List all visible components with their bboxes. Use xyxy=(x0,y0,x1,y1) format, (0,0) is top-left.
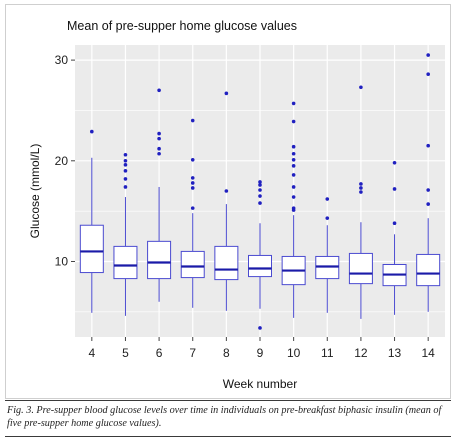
outlier-point xyxy=(123,185,128,189)
outlier-point xyxy=(426,72,430,76)
box-week-12 xyxy=(348,85,373,319)
outlier-point xyxy=(157,131,161,136)
outlier-point xyxy=(123,177,128,181)
outlier-point xyxy=(190,181,195,185)
outlier-point xyxy=(190,157,195,162)
outlier-point xyxy=(291,185,296,189)
box-week-11 xyxy=(315,197,340,313)
outlier-point xyxy=(291,119,296,124)
outlier-point xyxy=(359,190,363,194)
outlier-point xyxy=(426,188,430,192)
x-tick-label: 8 xyxy=(223,346,230,360)
outlier-point xyxy=(291,173,296,177)
outlier-point xyxy=(291,151,296,156)
y-tick-label: 10 xyxy=(55,254,69,268)
outlier-point xyxy=(392,161,397,165)
x-tick-label: 4 xyxy=(88,346,95,360)
interquartile-box xyxy=(214,245,239,281)
outlier-point xyxy=(190,186,195,190)
outlier-point xyxy=(224,91,229,96)
x-tick-label: 5 xyxy=(122,346,129,360)
y-tick-label: 20 xyxy=(55,154,69,168)
box-week-14 xyxy=(416,53,441,312)
x-tick-label: 10 xyxy=(287,346,301,360)
interquartile-box xyxy=(348,252,373,285)
outlier-point xyxy=(190,118,195,123)
box-week-7 xyxy=(180,118,205,308)
outlier-point xyxy=(258,326,262,330)
axes: 10 20 30 4 5 6 7 8 9 10 11 12 13 14 xyxy=(55,53,436,360)
box-week-10 xyxy=(281,101,306,318)
outlier-point xyxy=(90,129,94,134)
x-axis-label: Week number xyxy=(223,377,297,391)
box-week-13 xyxy=(382,161,407,315)
outlier-point xyxy=(325,216,330,220)
caption-rule-top xyxy=(5,400,451,401)
x-tick-label: 14 xyxy=(422,346,436,360)
outlier-point xyxy=(258,194,262,198)
figure-frame: Mean of pre-supper home glucose values 1… xyxy=(5,4,451,399)
y-axis-label: Glucose (mmol/L) xyxy=(28,144,42,239)
interquartile-box xyxy=(248,254,272,278)
x-tick-label: 7 xyxy=(189,346,196,360)
outlier-point xyxy=(392,187,397,191)
x-tick-label: 9 xyxy=(257,346,264,360)
interquartile-box xyxy=(79,224,104,274)
figure-caption: Fig. 3. Pre-supper blood glucose levels … xyxy=(7,405,442,429)
outlier-point xyxy=(258,183,262,187)
outlier-point xyxy=(258,180,262,184)
outlier-point xyxy=(157,136,161,141)
outlier-point xyxy=(157,151,161,156)
outlier-point xyxy=(426,53,430,57)
outlier-point xyxy=(426,143,430,148)
boxes xyxy=(79,53,441,330)
box-week-6 xyxy=(147,88,172,302)
outlier-point xyxy=(123,158,128,163)
outlier-point xyxy=(157,146,161,151)
x-tick-label: 6 xyxy=(156,346,163,360)
outlier-point xyxy=(291,157,296,162)
outlier-point xyxy=(359,182,363,186)
outlier-point xyxy=(224,189,229,193)
outlier-point xyxy=(359,186,363,190)
box-week-9 xyxy=(248,180,272,330)
outlier-point xyxy=(291,195,296,199)
outlier-point xyxy=(123,169,128,173)
y-tick-label: 30 xyxy=(55,53,69,67)
interquartile-box xyxy=(180,250,205,279)
outlier-point xyxy=(291,164,296,168)
outlier-point xyxy=(392,221,397,226)
outlier-point xyxy=(258,188,262,192)
outlier-point xyxy=(291,144,296,149)
outlier-point xyxy=(190,206,195,210)
outlier-point xyxy=(426,202,430,206)
chart-title: Mean of pre-supper home glucose values xyxy=(67,19,297,33)
interquartile-box xyxy=(147,240,172,280)
outlier-point xyxy=(123,152,128,157)
box-week-4 xyxy=(79,129,104,313)
x-tick-label: 11 xyxy=(321,346,334,360)
interquartile-box xyxy=(113,245,138,280)
outlier-point xyxy=(258,201,262,205)
x-tick-label: 13 xyxy=(388,346,402,360)
x-tick-label: 12 xyxy=(354,346,368,360)
caption-rule-bottom xyxy=(5,436,451,437)
outlier-point xyxy=(291,206,296,210)
outlier-point xyxy=(325,197,330,201)
outlier-point xyxy=(359,85,363,90)
outlier-point xyxy=(157,88,161,93)
box-plot: Mean of pre-supper home glucose values 1… xyxy=(28,19,445,391)
outlier-point xyxy=(190,176,195,180)
outlier-point xyxy=(291,101,296,106)
interquartile-box xyxy=(416,253,441,287)
box-week-8 xyxy=(214,91,239,311)
outlier-point xyxy=(123,163,128,167)
box-week-5 xyxy=(113,152,138,316)
